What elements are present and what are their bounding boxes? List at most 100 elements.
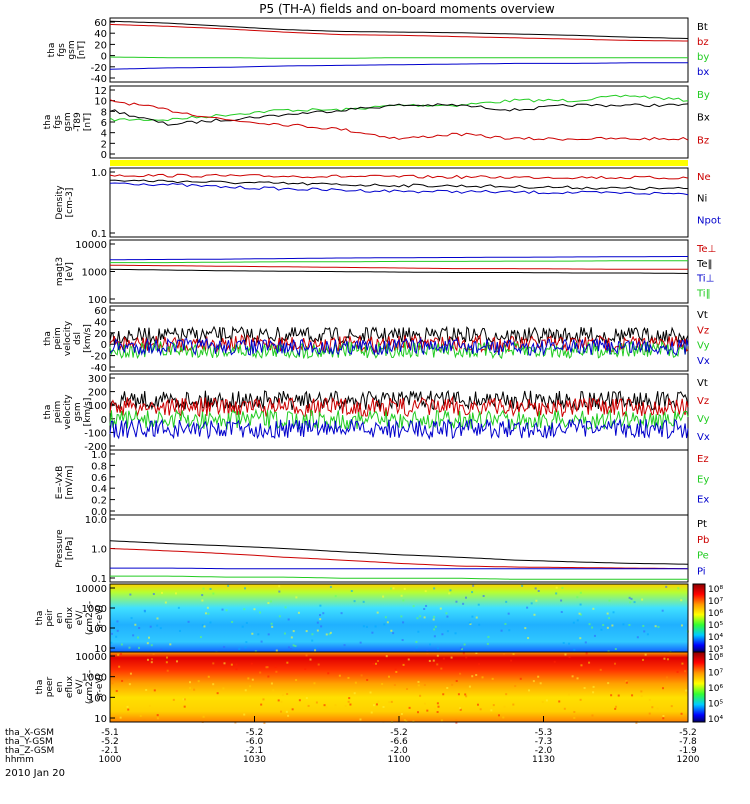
x-axis-value: -5.3	[535, 728, 553, 738]
spectrogram-pixel	[280, 710, 283, 713]
spectrogram-pixel	[199, 636, 202, 639]
spectrogram-pixel	[116, 620, 119, 623]
series-p4-red	[109, 264, 688, 270]
spectrogram-pixel	[383, 623, 386, 626]
spectrogram-pixel	[433, 635, 436, 638]
series-p1-red	[109, 23, 688, 42]
spectrogram-pixel	[573, 716, 576, 719]
spectrogram-pixel	[259, 611, 262, 614]
y-tick-label: 10.0	[85, 515, 107, 526]
spectrogram-pixel	[640, 690, 643, 693]
y-tick-label: 100	[88, 401, 107, 412]
spectrogram-pixel	[243, 608, 246, 611]
spectrogram-pixel	[275, 670, 278, 673]
spectrogram-pixel	[423, 683, 426, 686]
x-axis-value: -1.9	[679, 746, 697, 756]
spectrogram-pixel	[535, 599, 538, 602]
spectrogram-pixel	[442, 657, 445, 660]
y-axis-label-line: eV/	[75, 679, 85, 695]
spectrogram-pixel	[662, 715, 665, 718]
y-axis-label-line: velocity	[63, 394, 73, 430]
y-axis-label-line: Pressure	[55, 529, 65, 568]
spectrogram-pixel	[588, 661, 591, 664]
spectrogram-pixel	[606, 612, 609, 615]
spectrogram-pixel	[537, 590, 540, 593]
x-axis-value: -6.0	[246, 737, 264, 747]
spectrogram-pixel	[436, 654, 439, 657]
spectrogram-pixel	[579, 637, 582, 640]
y-axis-label: thapeimvelocitygsm[km/s]	[43, 394, 93, 430]
spectrogram-pixel	[592, 691, 595, 694]
spectrogram-pixel	[317, 663, 320, 666]
colorbar-tick: 10⁷	[708, 669, 723, 679]
spectrogram-pixel	[465, 695, 468, 698]
spectrogram-pixel	[265, 666, 268, 669]
colorbar-tick: 10⁸	[708, 585, 723, 595]
series-p1-blue	[109, 62, 688, 70]
y-tick-label: 40	[94, 29, 107, 40]
spectrogram-pixel	[284, 606, 287, 609]
spectrogram-pixel	[681, 662, 684, 665]
spectrogram-pixel	[436, 711, 439, 714]
spectrogram-pixel	[295, 596, 298, 599]
x-axis-value: 1100	[388, 755, 411, 765]
spectrogram-pixel	[348, 697, 351, 700]
legend-label: Ti‖	[696, 288, 711, 299]
y-axis-label-line: velocity	[63, 320, 73, 356]
spectrogram-pixel	[325, 706, 328, 709]
spectrogram-pixel	[475, 652, 478, 655]
spectrogram-pixel	[203, 625, 206, 628]
panel-frame	[109, 167, 689, 238]
spectrogram-pixel	[567, 693, 570, 696]
spectrogram-pixel	[338, 674, 341, 677]
x-axis-value: -6.6	[390, 737, 408, 747]
spectrogram-pixel	[524, 627, 527, 630]
spectrogram-pixel	[599, 668, 602, 671]
panel-p3: 1.0 0.1 Density[cm-3] Ne Ni Npot	[55, 167, 721, 240]
spectrogram-pixel	[278, 585, 281, 588]
spectrogram-pixel	[315, 701, 318, 704]
spectrogram-pixel	[392, 587, 395, 590]
spectrogram-pixel	[519, 677, 522, 680]
spectrogram-pixel	[463, 643, 466, 646]
spectrogram-pixel	[347, 676, 350, 679]
spectrogram-pixel	[362, 600, 365, 603]
spectrogram-pixel	[244, 689, 247, 692]
spectrogram-pixel	[400, 713, 403, 716]
spectrogram-pixel	[521, 584, 524, 587]
spectrogram-pixel	[238, 647, 241, 650]
spectrogram-pixel	[471, 675, 474, 678]
y-axis-label-line: tha	[35, 680, 45, 695]
spectrogram-pixel	[270, 600, 273, 603]
spectrogram-pixel	[384, 616, 387, 619]
spectrogram-pixel	[316, 629, 319, 632]
spectrogram-pixel	[260, 703, 263, 706]
spectrogram-pixel	[257, 633, 260, 636]
spectrogram-pixel	[677, 587, 680, 590]
spectrogram-pixel	[646, 633, 649, 636]
spectrogram-pixel	[662, 687, 665, 690]
spectrogram-pixel	[183, 698, 186, 701]
spectrogram-pixel	[456, 691, 459, 694]
spectrogram-pixel	[153, 689, 156, 692]
spectrogram-pixel	[115, 635, 118, 638]
spectrogram-pixel	[128, 683, 131, 686]
spectrogram-pixel	[323, 704, 326, 707]
colorbar-tick: 10⁶	[708, 609, 723, 619]
x-axis-value: -2.0	[390, 746, 408, 756]
spectrogram-pixel	[319, 618, 322, 621]
spectrogram-pixel	[507, 612, 510, 615]
spectrogram-pixel	[514, 685, 517, 688]
x-axis-value: 1030	[243, 755, 266, 765]
spectrogram-pixel	[436, 663, 439, 666]
spectrogram-pixel	[612, 611, 615, 614]
spectrogram-pixel	[227, 584, 230, 587]
spectrogram-pixel	[568, 656, 571, 659]
spectrogram-pixel	[433, 615, 436, 618]
y-axis-label-line: [eV]	[65, 262, 75, 281]
spectrogram-pixel	[221, 608, 224, 611]
spectrogram-pixel	[117, 653, 120, 656]
spectrogram-pixel	[436, 647, 439, 650]
spectrogram-pixel	[223, 662, 226, 665]
spectrogram-pixel	[374, 662, 377, 665]
